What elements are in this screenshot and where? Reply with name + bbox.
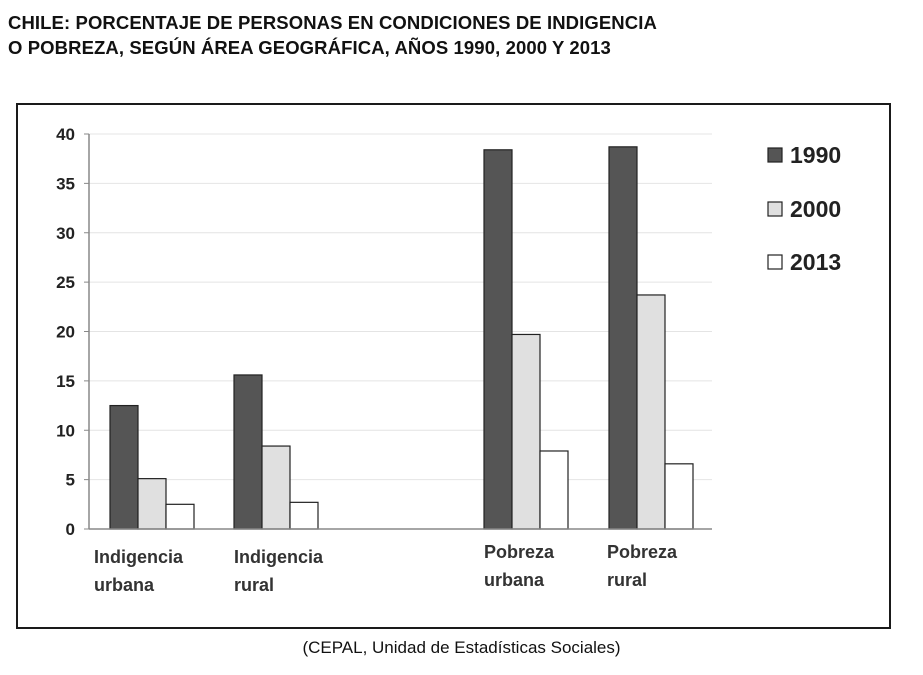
bar-2000-2 bbox=[511, 333, 541, 530]
y-tick-label: 0 bbox=[66, 520, 75, 539]
axes bbox=[88, 134, 712, 530]
category-label: Indigencia bbox=[234, 547, 324, 567]
category-label: rural bbox=[607, 570, 647, 590]
y-tick-label: 30 bbox=[56, 224, 75, 243]
bar-1990-1 bbox=[233, 374, 263, 530]
legend-swatch-2000 bbox=[767, 201, 783, 217]
category-label: urbana bbox=[94, 575, 155, 595]
category-labels: Indigencia urbana Indigencia rural Pobreza ur… bbox=[94, 542, 678, 595]
bar-2013-3 bbox=[664, 463, 694, 530]
bars bbox=[109, 146, 694, 530]
bar-2013-0 bbox=[165, 503, 195, 530]
y-tick-label: 5 bbox=[66, 471, 75, 490]
legend-label-2013: 2013 bbox=[790, 249, 841, 275]
gridlines bbox=[89, 133, 712, 481]
legend-swatch-2013 bbox=[767, 254, 783, 270]
bar-2013-1 bbox=[289, 501, 319, 530]
legend: 1990 2000 2013 bbox=[767, 142, 841, 275]
category-label: Indigencia bbox=[94, 547, 184, 567]
bar-1990-2 bbox=[483, 149, 513, 530]
bar-2000-3 bbox=[636, 294, 666, 530]
chart-title: CHILE: PORCENTAJE DE PERSONAS EN CONDICI… bbox=[8, 10, 657, 60]
category-label: urbana bbox=[484, 570, 545, 590]
y-tick-label: 25 bbox=[56, 273, 75, 292]
y-tick-label: 40 bbox=[56, 125, 75, 144]
bar-2013-2 bbox=[539, 450, 569, 530]
bar-1990-0 bbox=[109, 404, 139, 530]
bar-2000-0 bbox=[137, 478, 167, 530]
bar-2000-1 bbox=[261, 445, 291, 530]
bar-1990-3 bbox=[608, 146, 638, 530]
chart-title-line-2: O POBREZA, SEGÚN ÁREA GEOGRÁFICA, AÑOS 1… bbox=[8, 37, 611, 58]
y-axis-ticks: 0 5 10 15 20 25 30 35 40 bbox=[56, 125, 89, 539]
legend-label-1990: 1990 bbox=[790, 142, 841, 168]
legend-label-2000: 2000 bbox=[790, 196, 841, 222]
category-label: Pobreza bbox=[607, 542, 678, 562]
y-tick-label: 10 bbox=[56, 421, 75, 440]
chart-title-line-1: CHILE: PORCENTAJE DE PERSONAS EN CONDICI… bbox=[8, 12, 657, 33]
y-tick-label: 35 bbox=[56, 174, 75, 193]
y-tick-label: 15 bbox=[56, 372, 75, 391]
chart-frame bbox=[16, 103, 891, 629]
category-label: rural bbox=[234, 575, 274, 595]
y-tick-label: 20 bbox=[56, 323, 75, 342]
category-label: Pobreza bbox=[484, 542, 555, 562]
source-note: (CEPAL, Unidad de Estadísticas Sociales) bbox=[302, 638, 621, 657]
legend-swatch-1990 bbox=[767, 147, 783, 163]
